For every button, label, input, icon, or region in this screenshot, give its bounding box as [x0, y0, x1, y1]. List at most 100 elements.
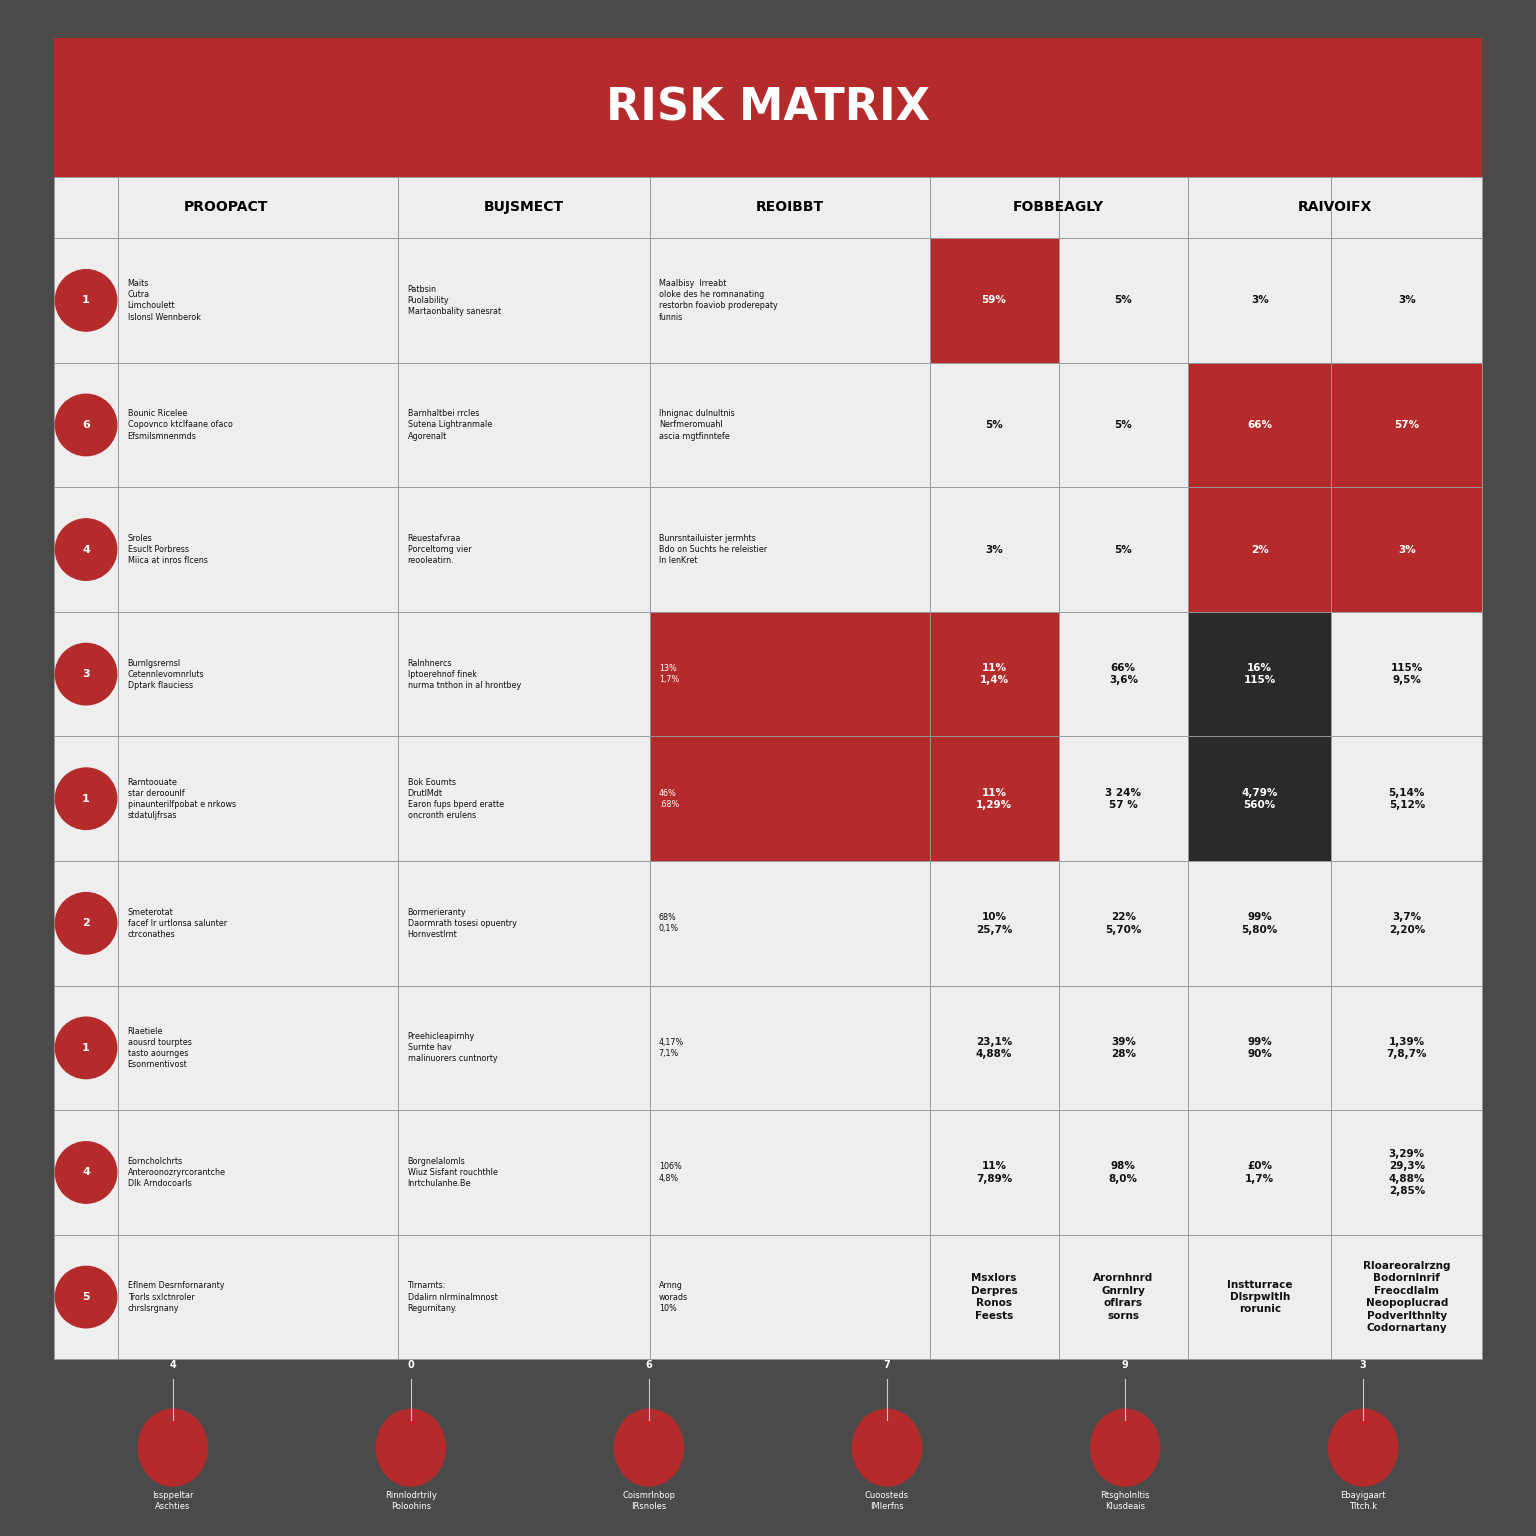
FancyBboxPatch shape	[1187, 1111, 1332, 1235]
FancyBboxPatch shape	[54, 862, 118, 986]
Text: 10%
25,7%: 10% 25,7%	[975, 912, 1012, 934]
Ellipse shape	[614, 1410, 684, 1487]
FancyBboxPatch shape	[54, 986, 118, 1111]
Text: 59%: 59%	[982, 295, 1006, 306]
Text: RISK MATRIX: RISK MATRIX	[607, 86, 929, 129]
FancyBboxPatch shape	[929, 862, 1058, 986]
FancyBboxPatch shape	[650, 1235, 929, 1359]
FancyBboxPatch shape	[650, 736, 929, 862]
FancyBboxPatch shape	[54, 736, 118, 862]
Text: Bok Eoumts
DrutlMdt
Earon fups bperd eratte
oncronth erulens: Bok Eoumts DrutlMdt Earon fups bperd era…	[407, 777, 504, 820]
Text: Smeterotat
facef lr urtlonsa salunter
ctrconathes: Smeterotat facef lr urtlonsa salunter ct…	[127, 908, 227, 938]
Text: 1: 1	[83, 1043, 91, 1052]
Text: 6: 6	[645, 1359, 653, 1370]
Text: Eflnem Desrnfornaranty
Trorls sxlctnroler
chrslsrgnany: Eflnem Desrnfornaranty Trorls sxlctnrole…	[127, 1281, 224, 1313]
Text: 3%: 3%	[1250, 295, 1269, 306]
FancyBboxPatch shape	[118, 362, 398, 487]
Text: Cuoosteds
IMlerfns: Cuoosteds IMlerfns	[865, 1490, 909, 1511]
Text: 2: 2	[83, 919, 91, 928]
Text: Patbsin
Puolability
Martaonbality sanesrat: Patbsin Puolability Martaonbality sanesr…	[407, 284, 501, 316]
Text: 5: 5	[83, 1292, 91, 1303]
Text: 23,1%
4,88%: 23,1% 4,88%	[975, 1037, 1012, 1060]
Text: 46%
.68%: 46% .68%	[659, 788, 679, 809]
Text: 2%: 2%	[1250, 545, 1269, 554]
Text: 3%: 3%	[1398, 295, 1416, 306]
Text: 66%
3,6%: 66% 3,6%	[1109, 664, 1138, 685]
Text: Instturrace
Dlsrpwltlh
rorunic: Instturrace Dlsrpwltlh rorunic	[1227, 1279, 1292, 1315]
Circle shape	[55, 270, 117, 332]
Text: Preehicleapirnhy
Surnte hav
malinuorers cuntnorty: Preehicleapirnhy Surnte hav malinuorers …	[407, 1032, 498, 1063]
Ellipse shape	[1329, 1410, 1398, 1487]
Circle shape	[55, 644, 117, 705]
FancyBboxPatch shape	[1058, 487, 1187, 611]
Text: 5%: 5%	[1115, 545, 1132, 554]
Text: Borgnelalomls
Wiuz Sisfant rouchthle
Inrtchulanhe.Be: Borgnelalomls Wiuz Sisfant rouchthle Inr…	[407, 1157, 498, 1187]
Text: Barnhaltbei rrcles
Sutena Lightranmale
Agorenalt: Barnhaltbei rrcles Sutena Lightranmale A…	[407, 410, 492, 441]
Circle shape	[55, 519, 117, 581]
Text: Rarntoouate
star deroounlf
pinaunterilfpobat e nrkows
stdatuljfrsas: Rarntoouate star deroounlf pinaunterilfp…	[127, 777, 235, 820]
FancyBboxPatch shape	[929, 487, 1058, 611]
Text: Rtsgholnltis
Klusdeais: Rtsgholnltis Klusdeais	[1100, 1490, 1150, 1511]
Text: 99%
90%: 99% 90%	[1247, 1037, 1272, 1060]
FancyBboxPatch shape	[118, 1235, 398, 1359]
FancyBboxPatch shape	[54, 38, 1482, 177]
Text: 13%
1,7%: 13% 1,7%	[659, 664, 679, 684]
Text: 1,39%
7,8,7%: 1,39% 7,8,7%	[1387, 1037, 1427, 1060]
FancyBboxPatch shape	[1332, 736, 1482, 862]
FancyBboxPatch shape	[398, 238, 650, 362]
Text: Maits
Cutra
Limchoulett
Islonsl Wennberok: Maits Cutra Limchoulett Islonsl Wennbero…	[127, 280, 201, 321]
Text: 11%
1,4%: 11% 1,4%	[980, 664, 1009, 685]
Circle shape	[55, 1266, 117, 1327]
FancyBboxPatch shape	[929, 611, 1058, 736]
FancyBboxPatch shape	[1058, 1235, 1187, 1359]
Text: Issppeltar
Aschties: Issppeltar Aschties	[152, 1490, 194, 1511]
Text: 7: 7	[883, 1359, 891, 1370]
FancyBboxPatch shape	[929, 986, 1058, 1111]
Text: 16%
115%: 16% 115%	[1244, 664, 1276, 685]
FancyBboxPatch shape	[54, 1235, 118, 1359]
FancyBboxPatch shape	[1058, 611, 1187, 736]
FancyBboxPatch shape	[1058, 862, 1187, 986]
FancyBboxPatch shape	[118, 487, 398, 611]
FancyBboxPatch shape	[1332, 487, 1482, 611]
FancyBboxPatch shape	[118, 862, 398, 986]
FancyBboxPatch shape	[54, 177, 1482, 238]
Text: 4,17%
7,1%: 4,17% 7,1%	[659, 1038, 684, 1058]
FancyBboxPatch shape	[118, 611, 398, 736]
Text: 106%
4,8%: 106% 4,8%	[659, 1163, 682, 1183]
Text: 3,29%
29,3%
4,88%
2,85%: 3,29% 29,3% 4,88% 2,85%	[1389, 1149, 1425, 1197]
Text: Coismrlnbop
IRsnoles: Coismrlnbop IRsnoles	[622, 1490, 676, 1511]
Text: 68%
0,1%: 68% 0,1%	[659, 914, 679, 934]
Text: 4: 4	[169, 1359, 177, 1370]
FancyBboxPatch shape	[1187, 736, 1332, 862]
Text: Burnlgsrernsl
Cetennlevomnrluts
Dptark flauciess: Burnlgsrernsl Cetennlevomnrluts Dptark f…	[127, 659, 204, 690]
Text: Maalbisy  Irreabt
oloke des he romnanating
restorbn foaviob proderepaty
funnis: Maalbisy Irreabt oloke des he romnanatin…	[659, 280, 777, 321]
Text: 115%
9,5%: 115% 9,5%	[1390, 664, 1422, 685]
FancyBboxPatch shape	[398, 1235, 650, 1359]
Circle shape	[55, 1141, 117, 1203]
FancyBboxPatch shape	[1332, 986, 1482, 1111]
FancyBboxPatch shape	[1058, 238, 1187, 362]
Text: 3%: 3%	[985, 545, 1003, 554]
FancyBboxPatch shape	[1332, 238, 1482, 362]
FancyBboxPatch shape	[118, 736, 398, 862]
Text: 6: 6	[81, 419, 91, 430]
FancyBboxPatch shape	[398, 986, 650, 1111]
Text: 4,79%
560%: 4,79% 560%	[1241, 788, 1278, 809]
FancyBboxPatch shape	[398, 736, 650, 862]
Text: PROOPACT: PROOPACT	[184, 200, 269, 215]
Text: 1: 1	[83, 295, 91, 306]
FancyBboxPatch shape	[929, 238, 1058, 362]
FancyBboxPatch shape	[398, 487, 650, 611]
FancyBboxPatch shape	[929, 736, 1058, 862]
Text: 9: 9	[1121, 1359, 1129, 1370]
Text: 5%: 5%	[985, 419, 1003, 430]
FancyBboxPatch shape	[929, 1235, 1058, 1359]
Text: Bunrsntailuister jermhts
Bdo on Suchts he releistier
In lenKret: Bunrsntailuister jermhts Bdo on Suchts h…	[659, 535, 766, 565]
Text: 4: 4	[81, 545, 91, 554]
FancyBboxPatch shape	[1187, 238, 1332, 362]
Text: Ebayigaart
Tltch.k: Ebayigaart Tltch.k	[1341, 1490, 1385, 1511]
FancyBboxPatch shape	[1187, 1235, 1332, 1359]
Text: Ihnignac dulnultnis
Nerfmeromuahl
ascia mgtfinntefe: Ihnignac dulnultnis Nerfmeromuahl ascia …	[659, 410, 734, 441]
Text: 3,7%
2,20%: 3,7% 2,20%	[1389, 912, 1425, 934]
